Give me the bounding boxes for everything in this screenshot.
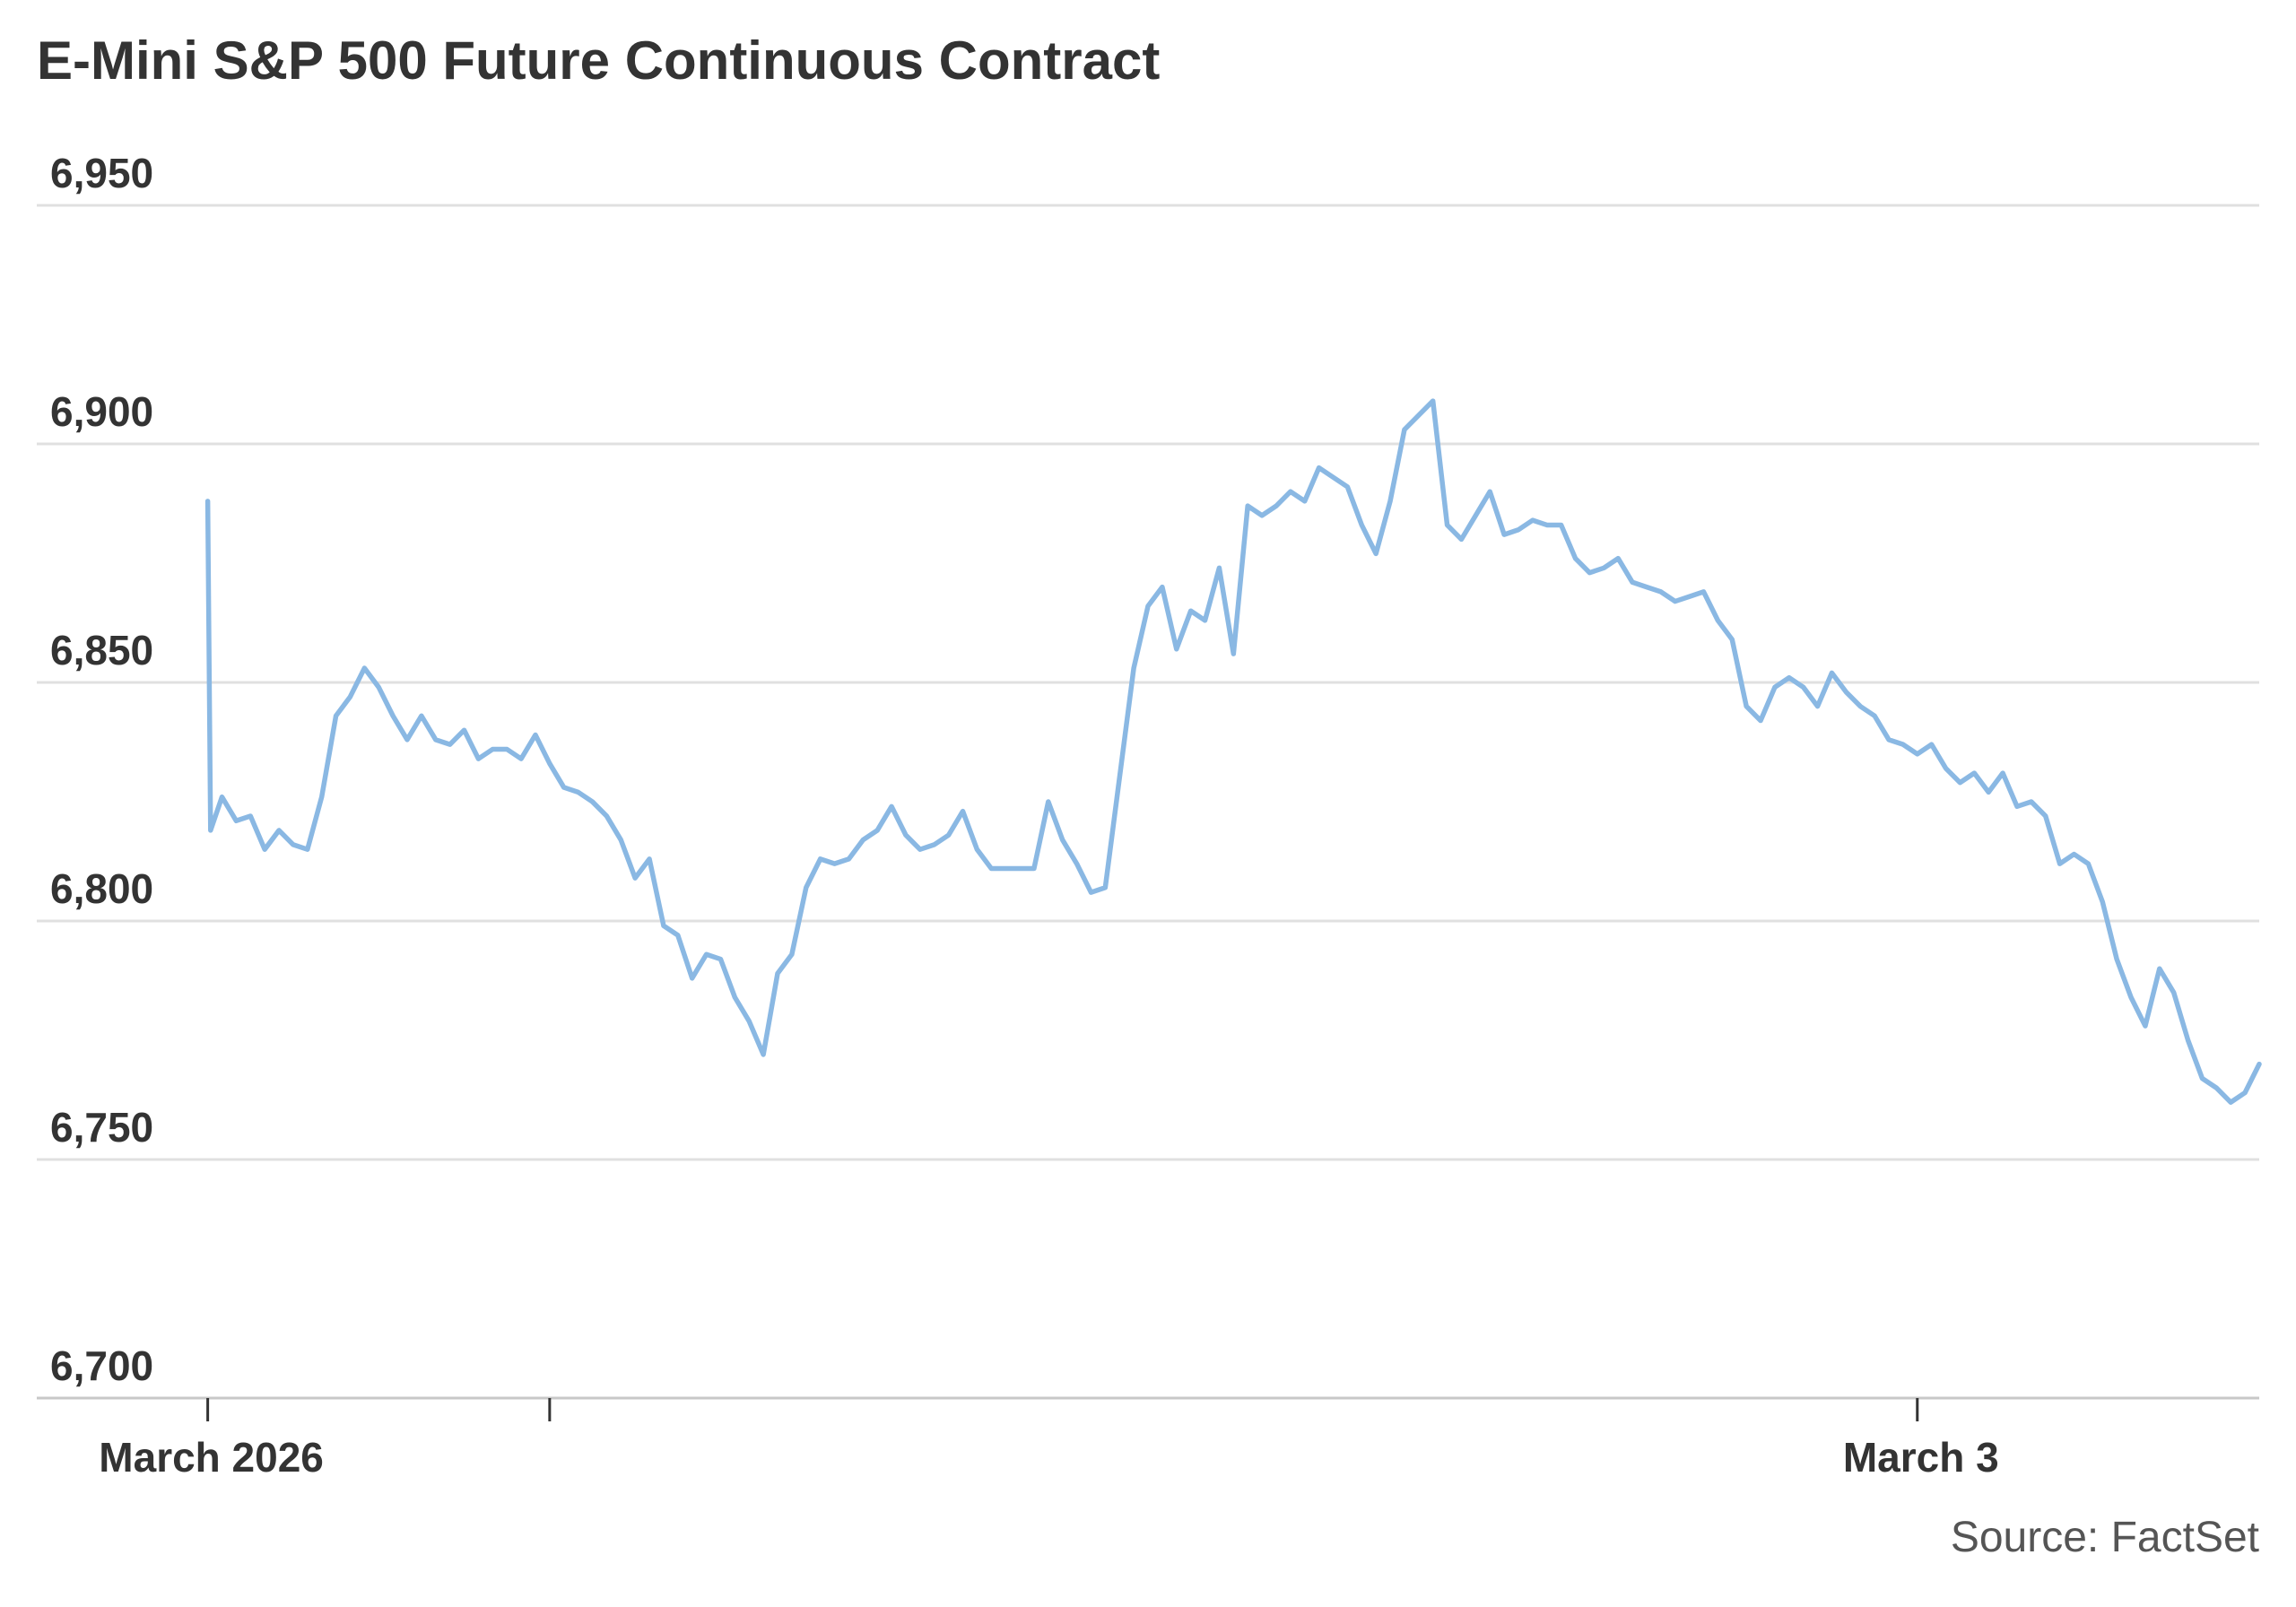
y-tick-label: 6,700 xyxy=(50,1342,153,1389)
y-tick-label: 6,900 xyxy=(50,388,153,435)
y-tick-label: 6,850 xyxy=(50,627,153,673)
chart-title: E-Mini S&P 500 Future Continuous Contrac… xyxy=(37,30,1160,91)
x-tick-label: March 3 xyxy=(1843,1434,1999,1481)
source-note: Source: FactSet xyxy=(1951,1514,2259,1561)
price-line xyxy=(204,398,2262,1105)
y-tick-label: 6,750 xyxy=(50,1104,153,1151)
y-tick-label: 6,950 xyxy=(50,150,153,196)
y-tick-label: 6,800 xyxy=(50,865,153,912)
x-tick-label: March 2026 xyxy=(99,1434,324,1481)
